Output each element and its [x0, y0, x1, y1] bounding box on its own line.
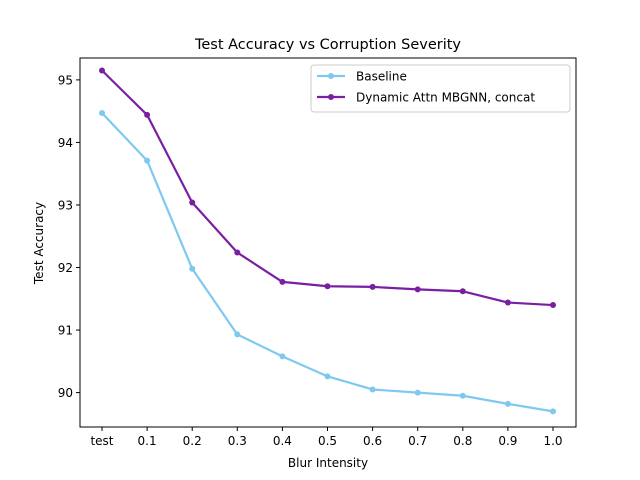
data-point-series-2-5 [324, 283, 331, 290]
plot-area: test 0.1 0.2 0.3 0.4 0.5 0.6 0.7 0.8 0.9 1.0 90 91 92… [58, 57, 577, 448]
legend: Baseline Dynamic Attn MBGNN, concat [310, 64, 571, 113]
axes-frame [79, 57, 577, 428]
x-tick-label-7: 0.7 [408, 434, 427, 448]
data-point-series-2-8 [459, 288, 466, 295]
data-point-series-1-5 [324, 373, 331, 380]
data-point-series-2-9 [504, 299, 511, 306]
x-tick-label-3: 0.3 [228, 434, 247, 448]
y-tick-label-3: 93 [58, 198, 73, 212]
data-point-series-1-0 [99, 110, 105, 117]
data-point-series-2-4 [279, 278, 286, 285]
x-tick-label-10: 1.0 [543, 434, 562, 448]
x-tick-label-1: 0.1 [138, 434, 157, 448]
data-point-series-1-1 [144, 157, 151, 164]
data-point-series-1-9 [504, 400, 511, 407]
data-point-series-2-1 [144, 111, 151, 118]
y-tick-label-1: 91 [58, 324, 73, 338]
data-point-series-1-4 [279, 353, 286, 360]
data-point-series-1-2 [189, 265, 196, 272]
legend-box [310, 64, 571, 113]
x-tick-label-6: 0.6 [363, 434, 382, 448]
data-point-series-1-3 [234, 331, 241, 338]
x-axis-label: Blur Intensity [288, 456, 368, 470]
data-point-series-2-0 [99, 67, 105, 74]
data-point-series-1-6 [369, 386, 376, 393]
y-axis-label: Test Accuracy [32, 202, 46, 285]
legend-label-2: Dynamic Attn MBGNN, concat [356, 91, 535, 105]
legend-marker-2 [328, 94, 334, 100]
legend-label-1: Baseline [356, 70, 407, 84]
x-tick-label-4: 0.4 [273, 434, 292, 448]
data-point-series-2-3 [234, 249, 241, 256]
data-point-series-2-10 [550, 302, 556, 309]
legend-marker-1 [328, 73, 334, 79]
x-tick-label-8: 0.8 [453, 434, 472, 448]
data-point-series-2-2 [189, 199, 196, 206]
x-tick-label-5: 0.5 [318, 434, 337, 448]
y-tick-label-4: 94 [58, 136, 73, 150]
data-point-series-2-6 [369, 283, 376, 290]
data-point-series-1-10 [550, 408, 556, 415]
chart-title: Test Accuracy vs Corruption Severity [194, 37, 461, 53]
y-tick-label-2: 92 [58, 261, 73, 275]
y-tick-label-5: 95 [58, 73, 73, 87]
x-tick-label-0: test [90, 434, 113, 448]
data-point-series-1-8 [459, 392, 466, 399]
x-tick-label-9: 0.9 [498, 434, 517, 448]
x-tick-label-2: 0.2 [183, 434, 202, 448]
y-tick-label-0: 90 [58, 386, 73, 400]
data-point-series-1-7 [414, 389, 421, 396]
data-point-series-2-7 [414, 286, 421, 293]
